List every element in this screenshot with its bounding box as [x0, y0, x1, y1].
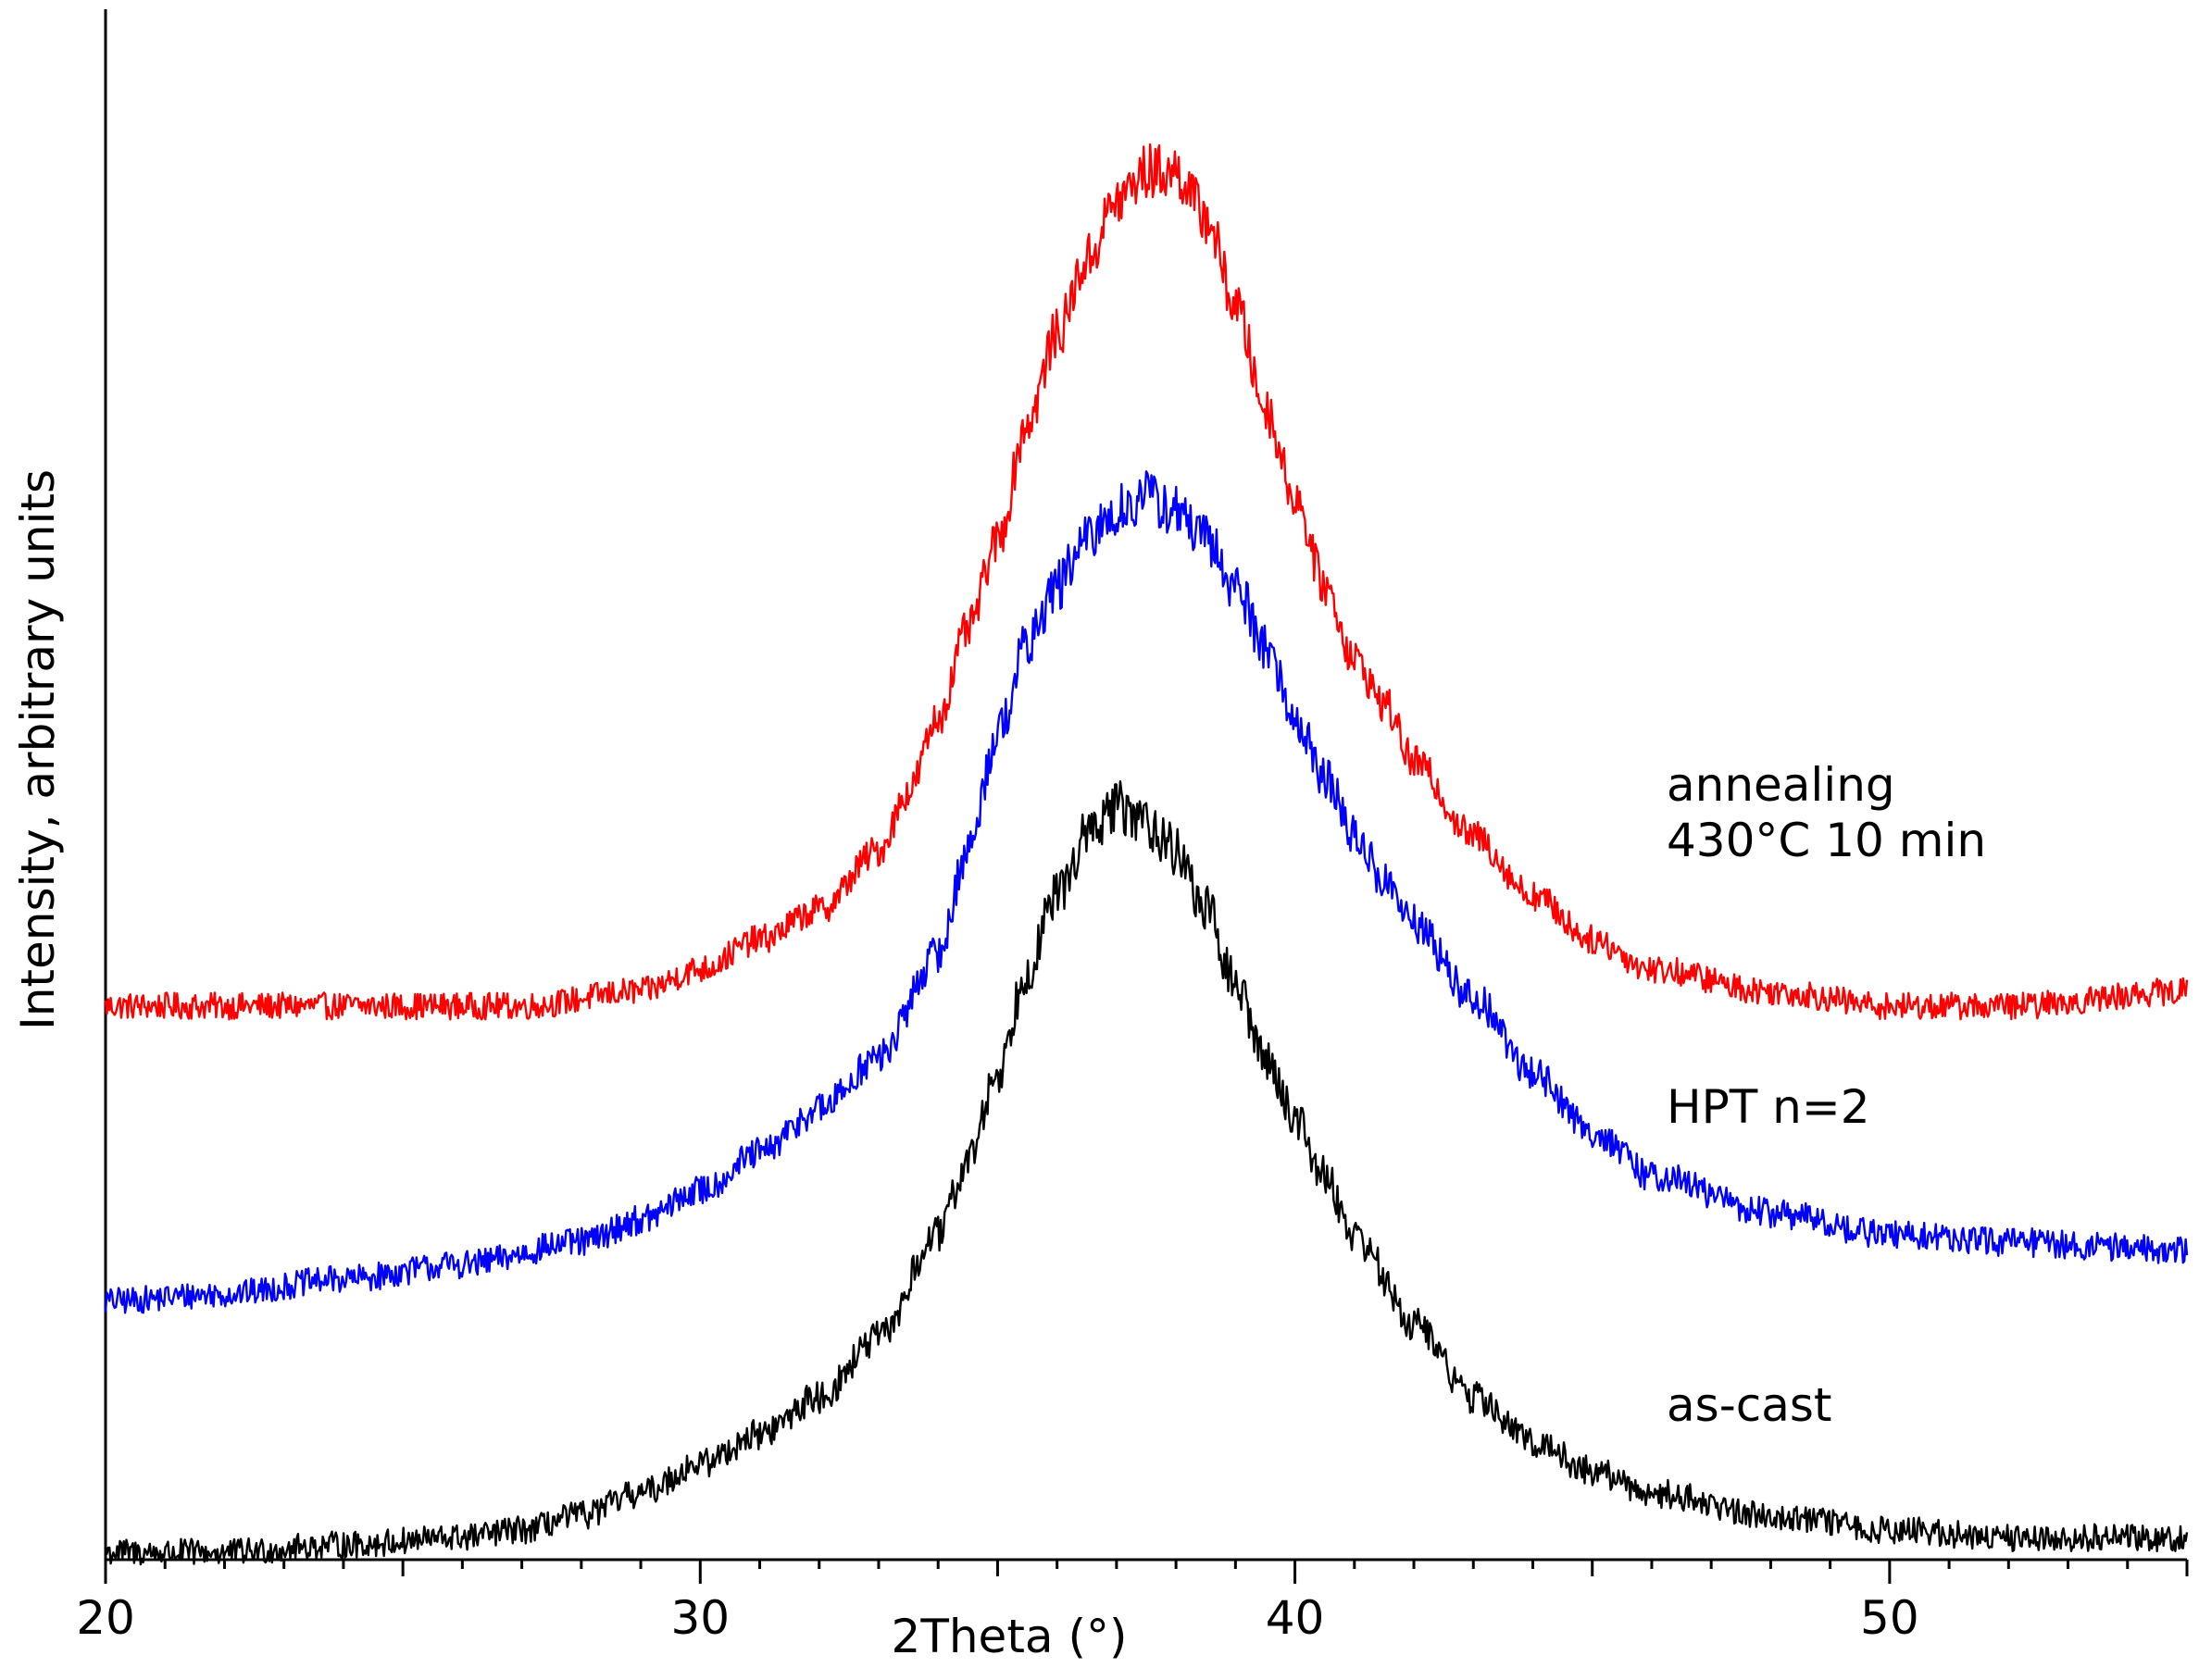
series-label-annealing-line-2: 430°C 10 min: [1667, 814, 1986, 867]
x-tick-label-20: 20: [76, 1591, 135, 1645]
series-label-annealing-line-1: annealing: [1667, 758, 1895, 812]
series-line-2: [105, 780, 2189, 1566]
series-label-annealing: annealing 430°C 10 min: [1667, 758, 1986, 867]
x-tick-label-40: 40: [1266, 1591, 1325, 1645]
series-line-1: [104, 470, 2189, 1314]
x-axis-ticks: 20 30 40 50: [76, 1560, 2189, 1645]
plot-area: 20 30 40 50: [76, 9, 2189, 1645]
x-tick-label-30: 30: [670, 1591, 730, 1645]
series-label-as-cast: as-cast: [1667, 1378, 1832, 1432]
y-axis-title: Intensity, arbitrary units: [11, 469, 65, 1030]
series-line-0: [104, 143, 2189, 1021]
series-group: [104, 143, 2189, 1566]
x-axis-title: 2Theta (°): [892, 1610, 1128, 1663]
series-label-hpt: HPT n=2: [1667, 1080, 1870, 1134]
x-tick-label-50: 50: [1860, 1591, 1919, 1645]
